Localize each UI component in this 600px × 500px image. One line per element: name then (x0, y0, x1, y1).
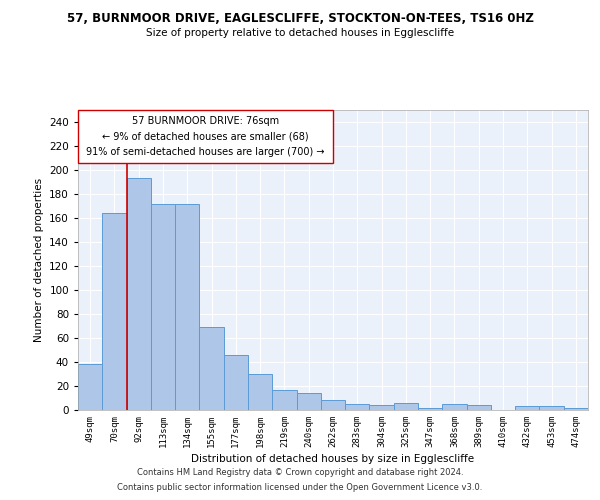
Bar (442, 404, 467, 410)
Bar (272, 390, 296, 410)
Bar (296, 393, 321, 410)
Bar (515, 406, 539, 410)
Bar (224, 355, 248, 410)
Bar (539, 406, 564, 410)
Bar (78, 364, 102, 410)
Bar (370, 405, 394, 410)
Bar (564, 408, 588, 410)
Y-axis label: Number of detached properties: Number of detached properties (34, 178, 44, 342)
Text: Size of property relative to detached houses in Egglescliffe: Size of property relative to detached ho… (146, 28, 454, 38)
X-axis label: Distribution of detached houses by size in Egglescliffe: Distribution of detached houses by size … (191, 454, 475, 464)
Bar (102, 213, 127, 410)
Text: Contains public sector information licensed under the Open Government Licence v3: Contains public sector information licen… (118, 483, 482, 492)
Bar (467, 405, 491, 410)
Bar (345, 404, 370, 410)
Bar (175, 204, 199, 410)
Bar (127, 178, 151, 410)
Bar (321, 400, 345, 410)
Bar (394, 403, 418, 410)
Text: 57 BURNMOOR DRIVE: 76sqm
← 9% of detached houses are smaller (68)
91% of semi-de: 57 BURNMOOR DRIVE: 76sqm ← 9% of detache… (86, 116, 325, 157)
Bar (418, 408, 442, 410)
Text: 57, BURNMOOR DRIVE, EAGLESCLIFFE, STOCKTON-ON-TEES, TS16 0HZ: 57, BURNMOOR DRIVE, EAGLESCLIFFE, STOCKT… (67, 12, 533, 26)
Bar (248, 374, 272, 410)
FancyBboxPatch shape (78, 110, 333, 162)
Text: Contains HM Land Registry data © Crown copyright and database right 2024.: Contains HM Land Registry data © Crown c… (137, 468, 463, 477)
Bar (199, 327, 224, 410)
Bar (151, 204, 175, 410)
